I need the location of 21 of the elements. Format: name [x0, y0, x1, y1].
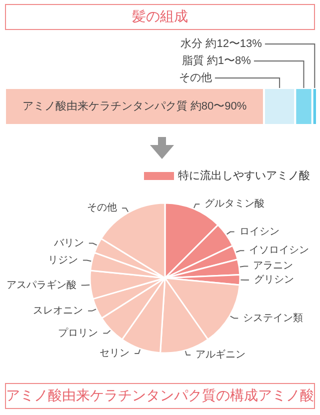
series-label: アミノ酸由来ケラチンタンパク質 約80〜90%	[22, 100, 247, 112]
slice-label: セリン	[100, 348, 130, 360]
text: 脂質 約1〜8%	[182, 54, 252, 67]
slice-label: システイン類	[243, 312, 304, 324]
slice-label: ロイシン	[239, 226, 280, 238]
slice-label: リジン	[48, 254, 78, 266]
slice-label: イソロイシン	[249, 245, 310, 256]
slice-label: アルギニン	[196, 348, 246, 361]
slice-label: グルタミン酸	[204, 198, 265, 210]
chart-title: 髪の組成	[5, 4, 315, 30]
slice-label: グリシン	[254, 274, 294, 286]
legend-title: 特に流出しやすいアミノ酸	[178, 168, 310, 183]
slice-label: アラニン	[253, 260, 294, 272]
text: 水分 約12〜13%	[180, 37, 262, 50]
slice-label: プロリン	[58, 326, 98, 339]
text: その他	[178, 72, 212, 84]
text: アミノ酸由来ケラチンタンパク質の構成アミノ酸	[5, 383, 315, 409]
slice-label: アスパラギン酸	[6, 278, 76, 291]
slice-label: その他	[87, 202, 118, 214]
slice-label: バリン	[52, 238, 84, 249]
slice-label: スレオニン	[33, 305, 84, 316]
